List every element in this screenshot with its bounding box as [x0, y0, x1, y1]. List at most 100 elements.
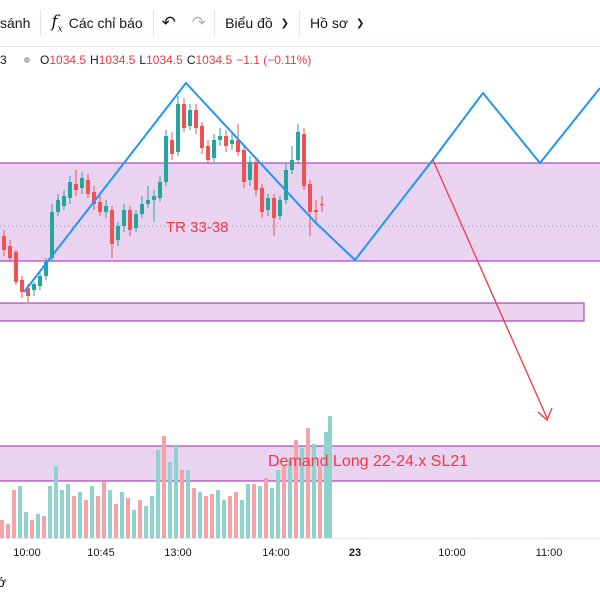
volume-bar	[96, 496, 100, 538]
volume-bar	[78, 492, 82, 538]
volume-bar	[120, 492, 124, 538]
volume-bar	[228, 496, 232, 538]
candle-body	[212, 140, 216, 158]
candle-body	[152, 196, 156, 200]
footer-fragment: ớ	[0, 574, 7, 590]
volume-bar	[222, 500, 226, 538]
candle-body	[266, 198, 270, 210]
indicators-button[interactable]: fx Các chỉ báo	[41, 0, 152, 46]
volume-bar	[162, 436, 166, 538]
high-key: H	[90, 53, 99, 67]
ohlc-legend: 3 O 1034.5 H 1034.5 L 1034.5 C 1034.5 −1…	[0, 50, 311, 70]
volume-bar	[54, 466, 58, 538]
volume-bar	[84, 500, 88, 538]
volume-bars	[0, 416, 332, 538]
profile-menu[interactable]: Hồ sơ ❯	[300, 0, 374, 46]
volume-bar	[18, 486, 22, 538]
volume-bar	[210, 494, 214, 538]
volume-bar	[0, 520, 4, 538]
candle-body	[278, 200, 282, 216]
volume-bar	[48, 486, 52, 538]
volume-bar	[6, 524, 10, 538]
undo-arrow-icon: ↶	[161, 13, 176, 32]
time-tick: 10:00	[13, 547, 41, 559]
candle-body	[146, 200, 150, 204]
redo-arrow-icon: ↷	[191, 13, 207, 32]
candle-body	[158, 182, 162, 198]
top-toolbar: sánh fx Các chỉ báo ↶ ↷ Biểu đồ ❯ Hồ sơ …	[0, 0, 600, 47]
volume-bar	[204, 496, 208, 538]
zigzag-projection-line[interactable]	[23, 81, 600, 293]
indicators-label: Các chỉ báo	[68, 15, 143, 31]
candle-body	[314, 210, 318, 212]
close-key: C	[186, 53, 196, 67]
undo-button[interactable]: ↶	[154, 0, 184, 46]
open-value: 1034.5	[49, 53, 87, 67]
redo-button[interactable]: ↷	[184, 0, 214, 46]
candle-body	[200, 126, 204, 148]
volume-bar	[66, 484, 70, 538]
profile-label: Hồ sơ	[310, 15, 349, 31]
volume-bar	[150, 496, 154, 538]
candle-body	[302, 134, 306, 186]
volume-bar	[186, 470, 190, 538]
candle-body	[254, 162, 258, 190]
change-value: −1.1 (−0.11%)	[236, 53, 312, 67]
range-zone[interactable]	[0, 162, 600, 262]
candle-body	[260, 188, 264, 212]
volume-bar	[192, 488, 196, 538]
candle-body	[140, 204, 144, 214]
candle-body	[272, 198, 276, 218]
close-value: 1034.5	[195, 53, 233, 67]
toolbar-divider	[40, 10, 42, 36]
demand-zone-label[interactable]: Demand Long 22-24.x SL21	[268, 453, 469, 470]
candle-body	[188, 110, 192, 126]
candle-body	[80, 178, 84, 188]
candle-body	[32, 284, 36, 290]
range-zone-label[interactable]: TR 33-38	[166, 219, 229, 236]
candle-body	[224, 136, 228, 146]
volume-bar	[144, 506, 148, 538]
supply-zone-small[interactable]	[0, 302, 585, 322]
candle-body	[14, 252, 18, 282]
candle-body	[206, 146, 210, 160]
toolbar-divider	[214, 10, 216, 36]
volume-bar	[216, 490, 220, 538]
function-fx-icon: fx	[51, 11, 63, 35]
volume-bar	[138, 500, 142, 538]
volume-bar	[156, 450, 160, 538]
volume-bar	[282, 466, 286, 538]
volume-bar	[312, 444, 316, 538]
candle-body	[86, 180, 90, 194]
candle-body	[122, 210, 126, 226]
chart-type-menu[interactable]: Biểu đồ ❯	[215, 0, 299, 46]
volume-bar	[276, 470, 280, 538]
time-tick: 11:00	[535, 547, 563, 559]
candle-body	[242, 150, 246, 182]
volume-bar	[324, 432, 328, 538]
volume-bar	[168, 462, 172, 538]
candle-body	[110, 210, 114, 244]
compare-button[interactable]: sánh	[0, 0, 40, 46]
bearish-projection-arrow[interactable]	[432, 159, 548, 419]
candle-body	[56, 200, 60, 212]
low-value: 1034.5	[146, 53, 183, 67]
volume-bar	[174, 446, 178, 538]
candle-body	[62, 196, 66, 206]
volume-bar	[306, 428, 310, 538]
volume-bar	[108, 490, 112, 538]
volume-bar	[72, 496, 76, 538]
time-axis[interactable]: 10:00 10:45 13:00 14:00 23 10:00 11:00	[0, 538, 600, 567]
high-value: 1034.5	[98, 53, 136, 67]
time-tick: 14:00	[262, 547, 290, 559]
candle-body	[296, 132, 300, 160]
candle-body	[248, 162, 252, 180]
candle-body	[50, 212, 54, 258]
volume-bar	[318, 466, 322, 538]
chart-type-label: Biểu đồ	[225, 15, 273, 31]
open-key: O	[40, 53, 50, 67]
toolbar-divider	[299, 10, 301, 36]
time-tick: 10:45	[87, 547, 115, 559]
volume-bar	[198, 492, 202, 538]
